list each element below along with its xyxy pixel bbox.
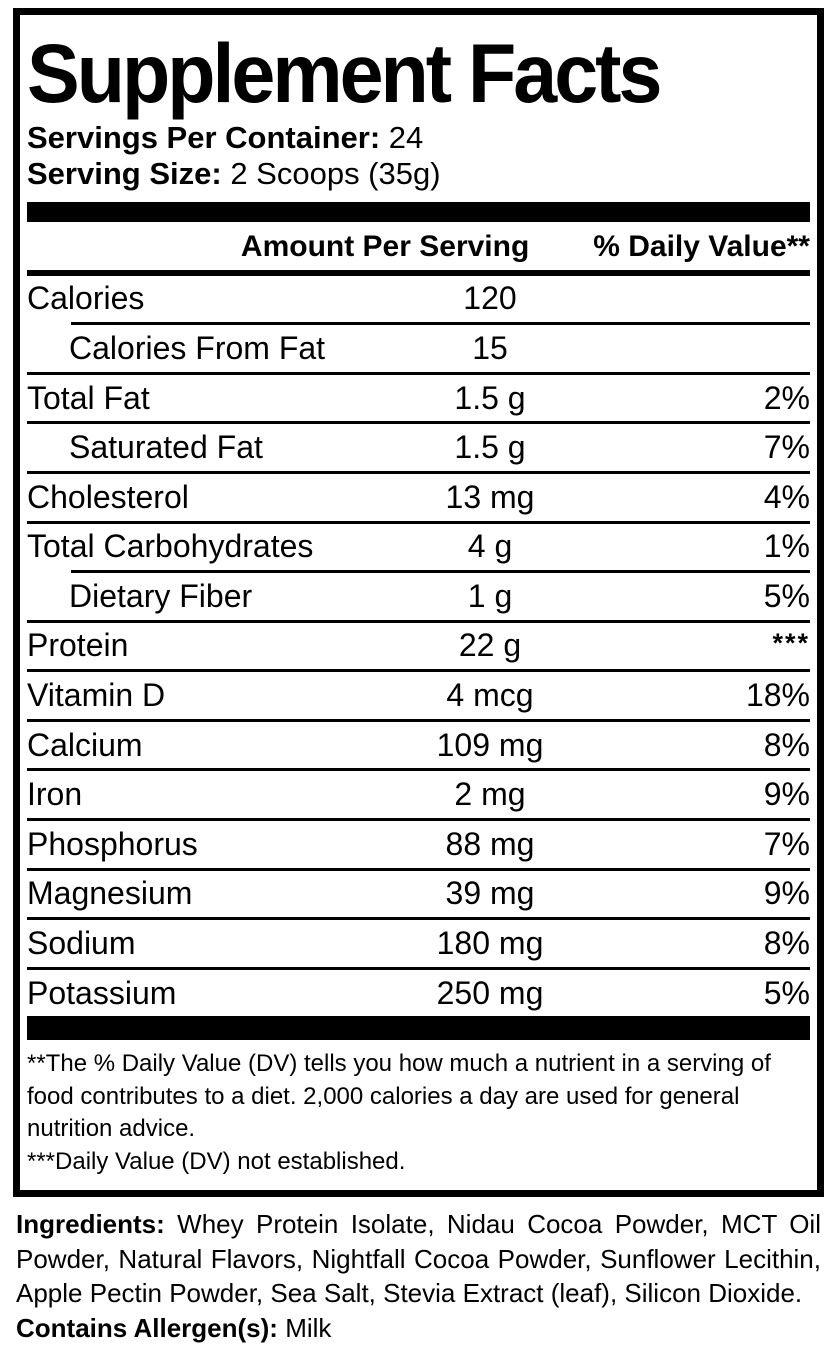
nutrient-row: Vitamin D 4 mcg 18% [27,672,810,719]
nutrient-daily-value: 8% [763,925,810,962]
nutrient-amount: 88 mg [445,825,535,862]
row-separator [27,470,810,474]
nutrient-name: Sodium [27,925,136,962]
top-divider-bar [27,201,810,222]
row-separator [27,917,810,921]
nutrient-daily-value: *** [772,627,810,658]
nutrient-amount: 39 mg [445,875,535,912]
row-separator [71,570,810,574]
nutrient-name: Saturated Fat [69,429,263,466]
nutrient-row: Phosphorus 88 mg 7% [27,821,810,868]
nutrient-row: Total Fat 1.5 g 2% [27,375,810,422]
nutrient-name: Calories [27,280,145,317]
nutrient-name: Calcium [27,726,143,763]
nutrient-name: Protein [27,627,129,664]
nutrient-name: Total Fat [27,379,150,416]
header-underline [27,269,810,276]
servings-per-container-label: Servings Per Container: [27,120,381,155]
nutrient-daily-value: 4% [763,478,810,515]
supplement-facts-panel: Supplement Facts Servings Per Container:… [13,8,824,1197]
ingredients-line: Ingredients: Whey Protein Isolate, Nidau… [16,1207,821,1311]
daily-value-header: % Daily Value** [593,229,810,263]
nutrient-amount: 15 [472,329,508,366]
allergen-value: Milk [285,1312,332,1343]
row-separator [27,818,810,822]
ingredients-section: Ingredients: Whey Protein Isolate, Nidau… [16,1207,821,1345]
dv-not-established-footnote: ***Daily Value (DV) not established. [27,1147,406,1175]
nutrient-daily-value: 5% [763,974,810,1011]
nutrient-name: Vitamin D [27,677,166,714]
nutrient-name: Phosphorus [27,825,198,862]
nutrient-daily-value: 18% [745,677,810,714]
amount-per-serving-header: Amount Per Serving [240,229,530,263]
row-separator [71,322,810,326]
allergen-line: Contains Allergen(s): Milk [16,1311,821,1345]
nutrient-daily-value: 8% [763,726,810,763]
nutrient-amount: 2 mg [454,776,526,813]
row-separator [27,669,810,673]
nutrient-amount: 180 mg [436,925,544,962]
serving-size-value: 2 Scoops (35g) [230,156,441,192]
nutrient-daily-value: 1% [763,528,810,565]
nutrient-daily-value: 7% [763,825,810,862]
row-separator [27,867,810,871]
nutrient-name: Potassium [27,974,177,1011]
nutrient-row: Total Carbohydrates 4 g 1% [27,524,810,571]
row-separator [27,718,810,722]
row-separator [27,371,810,375]
nutrient-daily-value: 2% [763,379,810,416]
nutrient-amount: 250 mg [436,974,544,1011]
table-header-row: Amount Per Serving % Daily Value** [27,222,810,270]
nutrient-daily-value: 9% [763,875,810,912]
nutrient-row: Magnesium 39 mg 9% [27,871,810,918]
nutrient-amount: 22 g [458,627,522,664]
nutrient-name: Magnesium [27,875,193,912]
nutrient-amount: 4 g [467,528,513,565]
ingredients-label: Ingredients: [16,1209,165,1239]
nutrient-amount: 4 mcg [446,677,534,714]
nutrient-row: Sodium 180 mg 8% [27,920,810,967]
nutrient-amount: 1 g [467,577,513,614]
nutrient-amount: 109 mg [436,726,544,763]
row-separator [27,520,810,524]
nutrient-row: Iron 2 mg 9% [27,771,810,818]
nutrient-amount: 120 [463,280,517,317]
nutrient-table: Calories 120 Calories From Fat 15 Total … [27,276,810,1017]
nutrient-row: Calories From Fat 15 [27,325,810,372]
row-separator [27,619,810,623]
allergen-label: Contains Allergen(s): [16,1312,278,1343]
serving-size-label: Serving Size: [27,156,222,192]
nutrient-amount: 13 mg [445,478,535,515]
row-separator [27,421,810,425]
footnotes: **The % Daily Value (DV) tells you how m… [27,1040,810,1182]
serving-size-line: Serving Size: 2 Scoops (35g) [27,156,810,192]
nutrient-name: Cholesterol [27,478,189,515]
nutrient-row: Cholesterol 13 mg 4% [27,474,810,521]
row-separator [27,768,810,772]
nutrient-row: Calcium 109 mg 8% [27,722,810,769]
nutrient-row: Calories 120 [27,276,810,323]
nutrient-name: Iron [27,776,83,813]
servings-per-container-line: Servings Per Container: 24 [27,120,810,156]
nutrient-daily-value: 7% [763,429,810,466]
nutrient-amount: 1.5 g [454,379,526,416]
bottom-divider-bar [27,1016,810,1041]
nutrient-name: Dietary Fiber [69,577,253,614]
nutrient-name: Total Carbohydrates [27,528,314,565]
row-separator [27,966,810,970]
nutrient-row: Dietary Fiber 1 g 5% [27,573,810,620]
servings-per-container-value: 24 [388,120,424,155]
nutrient-row: Protein 22 g *** [27,623,810,670]
daily-value-footnote: **The % Daily Value (DV) tells you how m… [27,1050,771,1143]
nutrient-name: Calories From Fat [69,329,326,366]
nutrient-daily-value: 5% [763,577,810,614]
panel-title: Supplement Facts [27,25,662,121]
nutrient-amount: 1.5 g [454,429,526,466]
nutrient-daily-value: 9% [763,776,810,813]
nutrient-row: Saturated Fat 1.5 g 7% [27,424,810,471]
nutrient-row: Potassium 250 mg 5% [27,970,810,1017]
